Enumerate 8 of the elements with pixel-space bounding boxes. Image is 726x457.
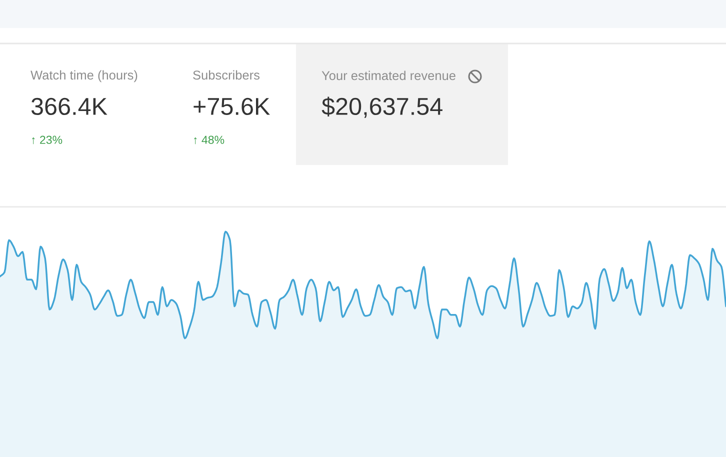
text: Watch time (hours) (30, 70, 138, 82)
text: ↑ 23% (32, 136, 62, 144)
text: Subscribers (193, 70, 260, 80)
text: +75.6K (194, 98, 270, 116)
text: ↑ 48% (194, 136, 224, 144)
text: $20,637.54 (322, 96, 442, 118)
text: Your estimated revenue (322, 70, 456, 80)
text: 366.4K (31, 98, 108, 116)
